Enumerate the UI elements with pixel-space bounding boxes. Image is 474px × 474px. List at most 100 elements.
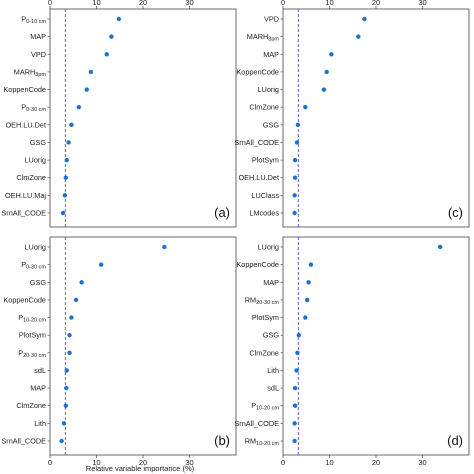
category-label: MAP bbox=[263, 278, 279, 287]
data-point bbox=[362, 16, 367, 22]
category-label: ClmZone bbox=[249, 103, 279, 112]
category-label: P10-20 cm bbox=[251, 401, 279, 412]
category-label: SrnAll_CODE bbox=[1, 209, 46, 218]
data-point bbox=[306, 280, 311, 285]
data-point bbox=[64, 385, 69, 391]
data-point bbox=[116, 16, 122, 22]
category-label: Lith bbox=[267, 366, 279, 375]
x-tick-label: 0 bbox=[48, 0, 52, 7]
category-label: LUorig bbox=[25, 243, 47, 252]
data-point bbox=[109, 34, 114, 39]
category-label: ClmZone bbox=[16, 173, 46, 182]
data-point bbox=[294, 140, 300, 145]
data-point bbox=[63, 403, 69, 408]
panel-frame bbox=[282, 8, 470, 228]
x-tick-label: 10 bbox=[325, 458, 333, 467]
data-point bbox=[321, 87, 327, 92]
data-point bbox=[292, 438, 297, 444]
data-point bbox=[79, 280, 84, 285]
x-tick-label: 10 bbox=[325, 0, 333, 7]
data-point bbox=[437, 244, 443, 250]
data-point bbox=[303, 315, 308, 320]
data-point bbox=[292, 157, 298, 163]
data-point bbox=[64, 157, 69, 163]
category-label: LUorig bbox=[258, 85, 280, 94]
data-point bbox=[88, 69, 94, 75]
x-tick-label: 30 bbox=[185, 458, 193, 467]
category-label: LMcodes bbox=[249, 209, 279, 218]
x-tick-label: 10 bbox=[92, 458, 100, 467]
data-point bbox=[67, 350, 72, 356]
category-label: ClmZone bbox=[16, 401, 46, 410]
category-label: GSG bbox=[30, 138, 47, 147]
category-label: KoppenCode bbox=[236, 260, 279, 269]
data-point bbox=[356, 34, 361, 39]
data-point bbox=[66, 140, 71, 145]
data-point bbox=[303, 104, 308, 110]
data-point bbox=[62, 193, 68, 198]
data-point bbox=[60, 210, 66, 216]
data-point bbox=[292, 385, 298, 391]
data-point bbox=[295, 122, 301, 128]
x-tick-label: 20 bbox=[372, 0, 380, 7]
data-point bbox=[61, 421, 67, 426]
panel-frame bbox=[282, 236, 470, 456]
x-tick-label: 30 bbox=[418, 0, 426, 7]
data-point bbox=[292, 421, 297, 426]
x-tick-label: 20 bbox=[139, 0, 147, 7]
data-point bbox=[98, 262, 104, 267]
panel-tag: (c) bbox=[448, 205, 463, 220]
x-tick-label: 30 bbox=[418, 458, 426, 467]
category-label: SrnAll_CODE bbox=[234, 138, 279, 147]
panel-b: 0 10 20 30 LUorig P0-30 cm GSG KoppenCode P10-20… bbox=[1, 236, 237, 467]
data-point bbox=[292, 193, 297, 198]
data-point bbox=[69, 122, 74, 128]
x-tick-label: 30 bbox=[185, 0, 193, 7]
data-point bbox=[84, 87, 89, 92]
data-point bbox=[295, 350, 300, 356]
panel-a: 0 10 20 30 P0-10 cm MAP VPD MARH3pm KoppenCode P0… bbox=[1, 0, 237, 228]
category-label: OEH.LU.Det bbox=[238, 173, 279, 182]
category-label: sdL bbox=[267, 384, 279, 393]
data-point bbox=[294, 368, 299, 373]
data-point bbox=[308, 262, 314, 267]
category-label: RM20-30 cm bbox=[245, 295, 280, 306]
category-label: PlotSym bbox=[252, 156, 279, 165]
category-label: OEH.LU.Maj bbox=[5, 191, 46, 200]
category-label: SrnAll_CODE bbox=[1, 437, 46, 446]
panel-d: 0 10 20 30 LUorig KoppenCode MAP RM20-30 cm Plot… bbox=[234, 236, 470, 467]
data-point bbox=[69, 315, 74, 320]
data-point bbox=[162, 244, 167, 250]
panel-tag: (a) bbox=[214, 205, 230, 220]
category-label: MAP bbox=[30, 32, 46, 41]
category-label: KoppenCode bbox=[3, 85, 46, 94]
panel-frame bbox=[49, 8, 237, 228]
category-label: LUorig bbox=[258, 243, 280, 252]
category-label: PlotSym bbox=[19, 331, 46, 340]
category-label: LUClass bbox=[251, 191, 279, 200]
category-label: LUorig bbox=[25, 156, 47, 165]
panel-tag: (d) bbox=[447, 433, 463, 448]
panel-tag: (b) bbox=[214, 433, 230, 448]
data-point bbox=[304, 297, 310, 303]
category-label: P10-20 cm bbox=[18, 313, 46, 324]
category-label: SrnAll_CODE bbox=[234, 419, 279, 428]
category-label: MAP bbox=[263, 50, 279, 59]
category-label: OEH.LU.Det bbox=[5, 120, 46, 129]
x-tick-label: 0 bbox=[281, 458, 285, 467]
category-label: KoppenCode bbox=[3, 295, 46, 304]
data-point bbox=[324, 69, 329, 75]
category-label: MARH3pm bbox=[14, 67, 47, 78]
x-axis-title: Relative variable importance (%) bbox=[86, 464, 195, 473]
x-tick-label: 0 bbox=[48, 458, 52, 467]
category-label: KoppenCode bbox=[236, 67, 279, 76]
data-point bbox=[292, 210, 297, 216]
category-label: P0-10 cm bbox=[21, 15, 46, 26]
data-point bbox=[63, 175, 69, 180]
category-label: RM10-20 cm bbox=[245, 437, 280, 448]
x-tick-label: 0 bbox=[281, 0, 285, 7]
x-tick-label: 20 bbox=[139, 458, 147, 467]
data-point bbox=[292, 175, 298, 180]
category-label: GSG bbox=[263, 331, 280, 340]
